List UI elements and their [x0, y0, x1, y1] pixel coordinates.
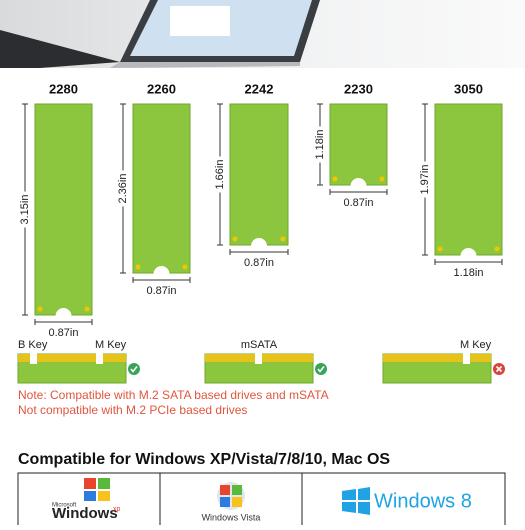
vista-flag	[217, 482, 245, 510]
key-notch	[463, 353, 470, 364]
key-label: M Key	[95, 339, 127, 351]
key-notch	[255, 353, 262, 364]
width-label: 0.87in	[344, 197, 374, 209]
width-label: 0.87in	[244, 257, 274, 269]
notch	[55, 308, 72, 324]
board-label: 2280	[49, 81, 78, 96]
contact	[332, 176, 338, 182]
notch	[251, 238, 267, 254]
contact	[232, 236, 238, 242]
xp-flag	[84, 478, 110, 501]
width-label: 0.87in	[49, 327, 79, 339]
board	[434, 103, 503, 256]
dim-gap	[316, 126, 324, 163]
dim-gap	[216, 156, 224, 193]
notch	[460, 248, 477, 264]
height-label: 1.66in	[214, 160, 226, 190]
key-label: mSATA	[241, 339, 278, 351]
key-notch	[96, 353, 103, 364]
contact	[182, 264, 188, 270]
icon-mark	[130, 366, 138, 373]
notch	[350, 178, 367, 194]
width-label: 0.87in	[147, 285, 177, 297]
board-label: 2242	[245, 81, 274, 96]
board	[229, 103, 289, 246]
logo-table: Microsoft Windows xp Windows Vista Windo…	[17, 472, 506, 530]
height-label: 2.36in	[117, 174, 129, 204]
logo-name: Windows Vista	[202, 512, 261, 522]
note: Not compatible with M.2 PCIe based drive…	[18, 403, 247, 417]
contact	[37, 306, 43, 312]
height-label: 3.15in	[19, 195, 31, 225]
key-label: M Key	[460, 339, 492, 351]
contact	[84, 306, 90, 312]
logo-name: Windows 8	[374, 490, 472, 512]
heading: Compatible for Windows XP/Vista/7/8/10, …	[18, 451, 390, 468]
dim-gap	[119, 170, 127, 207]
logo-suffix: xp	[113, 506, 121, 513]
contact	[494, 246, 500, 252]
logo-brand: Microsoft	[52, 503, 77, 509]
dim-gap	[21, 191, 29, 228]
board-label: 3050	[454, 81, 483, 96]
contact	[280, 236, 286, 242]
key-notch	[30, 353, 37, 364]
laptop-photo	[0, 0, 525, 68]
gold-fingers	[383, 354, 491, 362]
logo-name: Windows	[52, 505, 118, 522]
height-label: 1.97in	[419, 165, 431, 195]
board	[34, 103, 93, 316]
note: Note: Compatible with M.2 SATA based dri…	[18, 388, 329, 402]
dim-gap	[421, 161, 429, 198]
board	[329, 103, 388, 186]
icon-mark	[317, 366, 325, 373]
notch	[153, 266, 170, 282]
contact	[135, 264, 141, 270]
contact	[437, 246, 443, 252]
contact	[379, 176, 385, 182]
key-label: B Key	[18, 339, 48, 351]
height-label: 1.18in	[314, 130, 326, 160]
board-label: 2260	[147, 81, 176, 96]
icon-mark	[495, 365, 503, 373]
width-label: 1.18in	[454, 267, 484, 279]
board-label: 2230	[344, 81, 373, 96]
win8-logo	[342, 487, 370, 515]
gold-fingers	[18, 354, 126, 362]
board	[132, 103, 191, 274]
